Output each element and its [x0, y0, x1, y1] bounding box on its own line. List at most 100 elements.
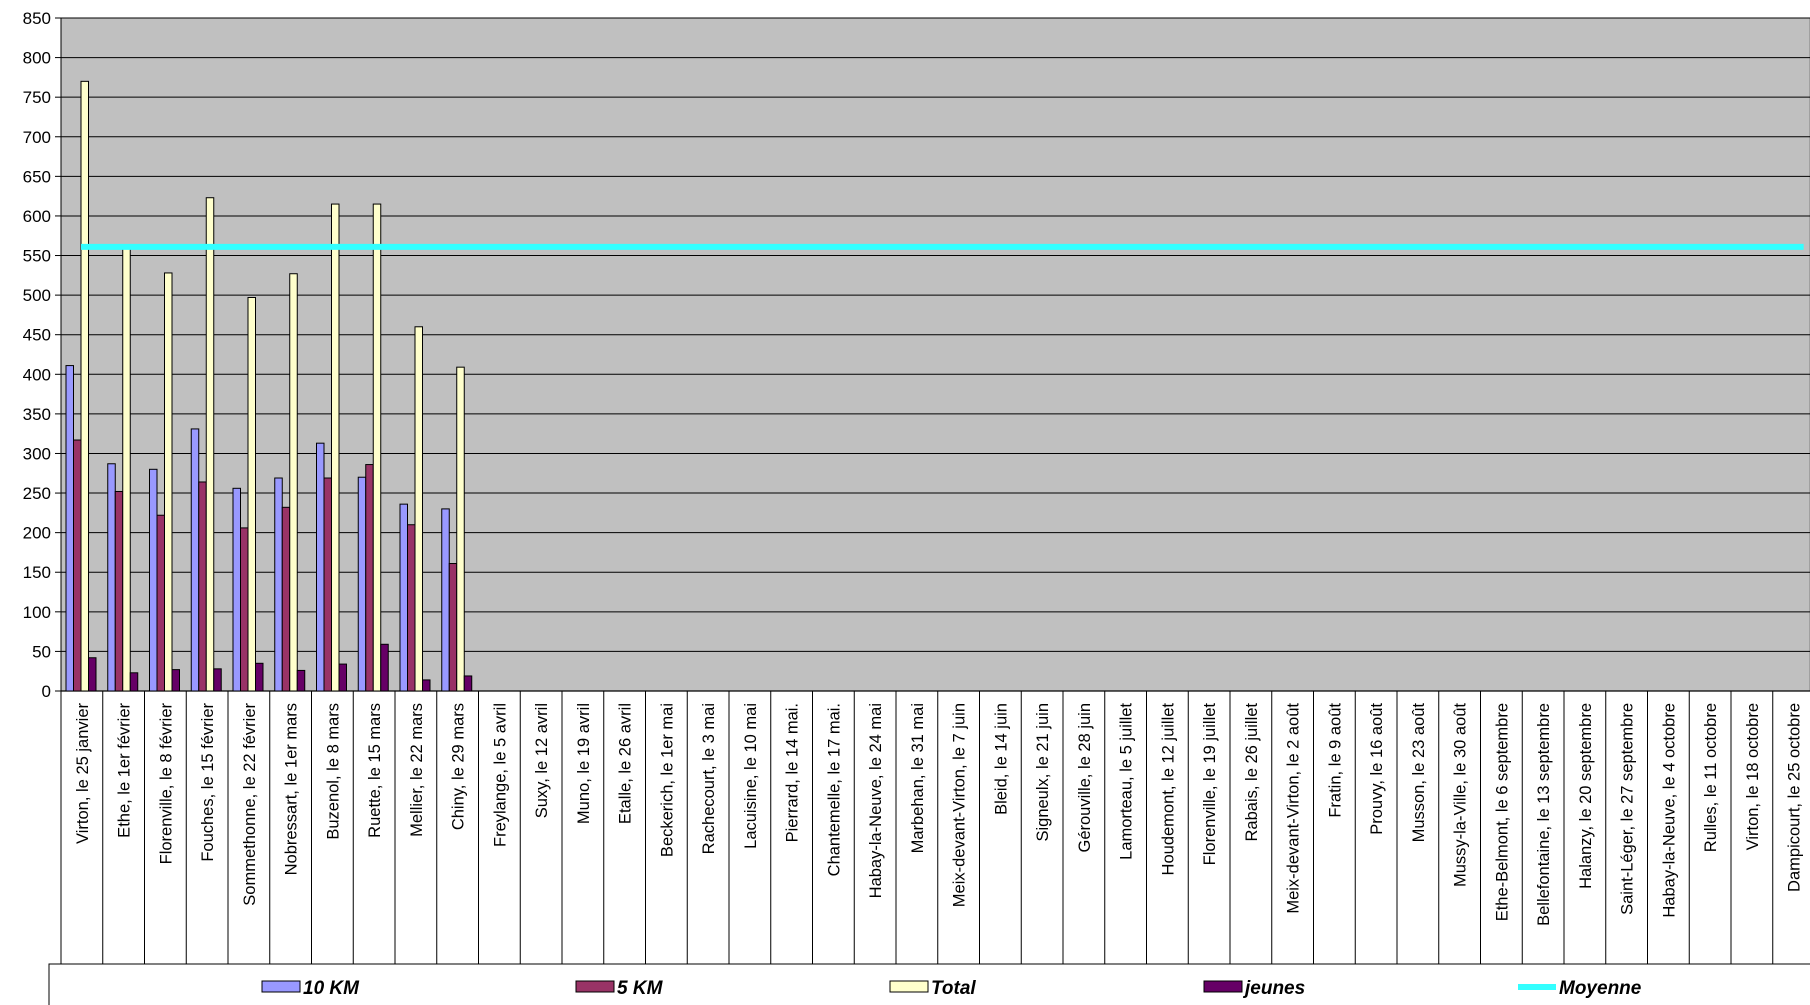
category-label: Ruette, le 15 mars: [366, 703, 384, 838]
category-label: Florenville, le 8 février: [157, 702, 175, 864]
category-label: Meix-devant-Virton, le 2 août: [1285, 703, 1303, 914]
category-label: Habay-la-Neuve, le 4 octobre: [1660, 703, 1678, 918]
legend-label: Total: [931, 978, 976, 999]
bar-total: [164, 272, 173, 692]
legend-label: jeunes: [1242, 978, 1305, 999]
y-tick-label: 400: [23, 365, 51, 384]
category-label: Houdemont, le 12 juillet: [1159, 703, 1177, 876]
bar-5-km: [198, 481, 207, 692]
legend-swatch: [889, 980, 929, 993]
category-label: Meix-devant-Virton, le 7 juin: [951, 703, 969, 907]
category-label: Pierrard, le 14 mai.: [784, 703, 802, 842]
y-axis-ticks: 0 50 100 150 200 250 300 350 400 450 500 550 600 650 7…: [23, 9, 61, 701]
bar-jeunes: [380, 643, 389, 692]
category-label: Rachecourt, le 3 mai: [700, 703, 718, 854]
y-tick-label: 100: [23, 603, 51, 622]
bar-5-km: [365, 464, 374, 692]
y-tick-label: 600: [23, 207, 51, 226]
category-label: Marbehan, le 31 mai: [909, 703, 927, 853]
bar-5-km: [156, 514, 165, 692]
bar-jeunes: [422, 679, 431, 692]
bar-10-km: [357, 476, 367, 692]
y-tick-label: 200: [23, 524, 51, 543]
category-label: Bellefontaine, le 13 septembre: [1535, 703, 1553, 926]
category-label: Gérouville, le 28 juin: [1076, 703, 1094, 853]
bars: [65, 80, 473, 692]
bar-jeunes: [171, 669, 180, 692]
category-label: Prouvy, le 16 août: [1368, 703, 1386, 835]
bar-total: [372, 203, 382, 692]
category-label: Chiny, le 29 mars: [450, 703, 468, 830]
category-label: Saint-Léger, le 27 septembre: [1619, 703, 1637, 915]
category-label: Rabais, le 26 juillet: [1243, 703, 1261, 842]
category-label: Suxy, le 12 avril: [533, 703, 551, 818]
category-label: Lamorteau, le 5 juillet: [1118, 703, 1136, 860]
y-tick-label: 750: [23, 88, 51, 107]
category-label: Ethe, le 1er février: [116, 702, 134, 837]
y-tick-label: 550: [23, 247, 51, 266]
y-tick-label: 250: [23, 484, 51, 503]
category-label: Halanzy, le 20 septembre: [1577, 703, 1595, 889]
plot-area: [60, 17, 1810, 692]
category-label: Musson, le 23 août: [1410, 703, 1428, 843]
bar-10-km: [232, 487, 241, 692]
category-label: Lacuisine, le 10 mai: [742, 703, 760, 849]
bar-5-km: [73, 439, 82, 692]
bar-jeunes: [129, 672, 139, 692]
bar-total: [331, 203, 340, 692]
legend-frame: [48, 963, 1810, 1005]
category-label: Freylange, le 5 avril: [491, 703, 509, 847]
legend: 10 KM 5 KM Total jeunes Moyenne: [48, 963, 1810, 1005]
bar-total: [456, 366, 465, 692]
bar-total: [247, 296, 256, 692]
y-tick-label: 450: [23, 326, 51, 345]
category-label: Fouches, le 15 février: [199, 703, 217, 862]
bar-5-km: [407, 524, 416, 692]
bar-10-km: [190, 428, 200, 692]
bar-10-km: [107, 463, 116, 692]
gridlines: [61, 17, 1810, 652]
category-label: Ethe-Belmont, le 6 septembre: [1493, 703, 1511, 921]
category-label: Muno, le 19 avril: [575, 703, 593, 824]
category-label: Etalle, le 26 avril: [617, 703, 635, 824]
category-axis: Virton, le 25 janvier Ethe, le 1er févrie…: [60, 18, 1810, 964]
legend-swatch: [261, 980, 301, 993]
category-label: Habay-la-Neuve, le 24 mai: [867, 703, 885, 898]
y-tick-label: 50: [32, 642, 51, 661]
bar-total: [122, 246, 131, 692]
category-label: Chantemelle, le 17 mai.: [825, 703, 843, 876]
y-tick-label: 350: [23, 405, 51, 424]
bar-5-km: [281, 506, 291, 692]
bar-5-km: [240, 527, 249, 692]
bar-10-km: [149, 468, 158, 692]
y-tick-label: 650: [23, 167, 51, 186]
bar-total: [205, 197, 215, 692]
category-label: Fratin, le 9 août: [1326, 703, 1344, 818]
category-label: Rulles, le 11 octobre: [1702, 703, 1720, 852]
y-tick-label: 800: [23, 49, 51, 68]
bar-10-km: [441, 508, 450, 692]
bar-jeunes: [463, 675, 473, 692]
bar-10-km: [316, 442, 325, 692]
category-label: Florenville, le 19 juillet: [1201, 703, 1219, 866]
y-tick-label: 500: [23, 286, 51, 305]
y-tick-label: 700: [23, 128, 51, 147]
legend-swatch: [575, 980, 615, 993]
y-tick-label: 300: [23, 444, 51, 463]
bar-10-km: [399, 503, 408, 692]
category-label: Bleid, le 14 juin: [992, 703, 1010, 815]
bar-jeunes: [213, 668, 222, 692]
y-tick-label: 850: [23, 9, 51, 28]
bar-jeunes: [338, 663, 347, 692]
category-label: Signeulx, le 21 juin: [1034, 703, 1052, 842]
bar-10-km: [274, 477, 283, 692]
bar-total: [80, 80, 89, 692]
bar-total: [414, 326, 423, 692]
category-label: Mellier, le 22 mars: [408, 703, 426, 837]
category-label: Sommethonne, le 22 février: [241, 703, 259, 906]
bar-5-km: [323, 477, 332, 692]
legend-label: Moyenne: [1559, 978, 1642, 999]
bar-10-km: [65, 365, 74, 692]
category-label: Virton, le 18 octobre: [1744, 703, 1762, 850]
bar-5-km: [448, 563, 458, 692]
